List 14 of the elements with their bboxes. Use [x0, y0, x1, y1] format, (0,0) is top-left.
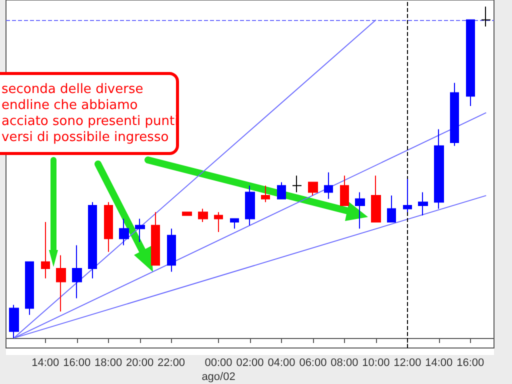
- x-tick-label: 18:00: [94, 357, 122, 369]
- x-tick-label: 14:00: [32, 357, 60, 369]
- x-tick-label: 14:00: [425, 357, 453, 369]
- x-tick-label: 10:00: [362, 357, 390, 369]
- x-tick-label: 16:00: [63, 357, 91, 369]
- x-tick-label: 12:00: [394, 357, 422, 369]
- x-tick-label: 02:00: [236, 357, 264, 369]
- x-tick-label: 22:00: [158, 357, 186, 369]
- x-tick-label: 00:00 ago/02: [202, 357, 236, 383]
- x-tick-label: 08:00: [330, 357, 358, 369]
- x-tick-label: 04:00: [268, 357, 296, 369]
- x-tick-label: 16:00: [456, 357, 484, 369]
- x-tick-label: 06:00: [299, 357, 327, 369]
- x-tick-label: 20:00: [126, 357, 154, 369]
